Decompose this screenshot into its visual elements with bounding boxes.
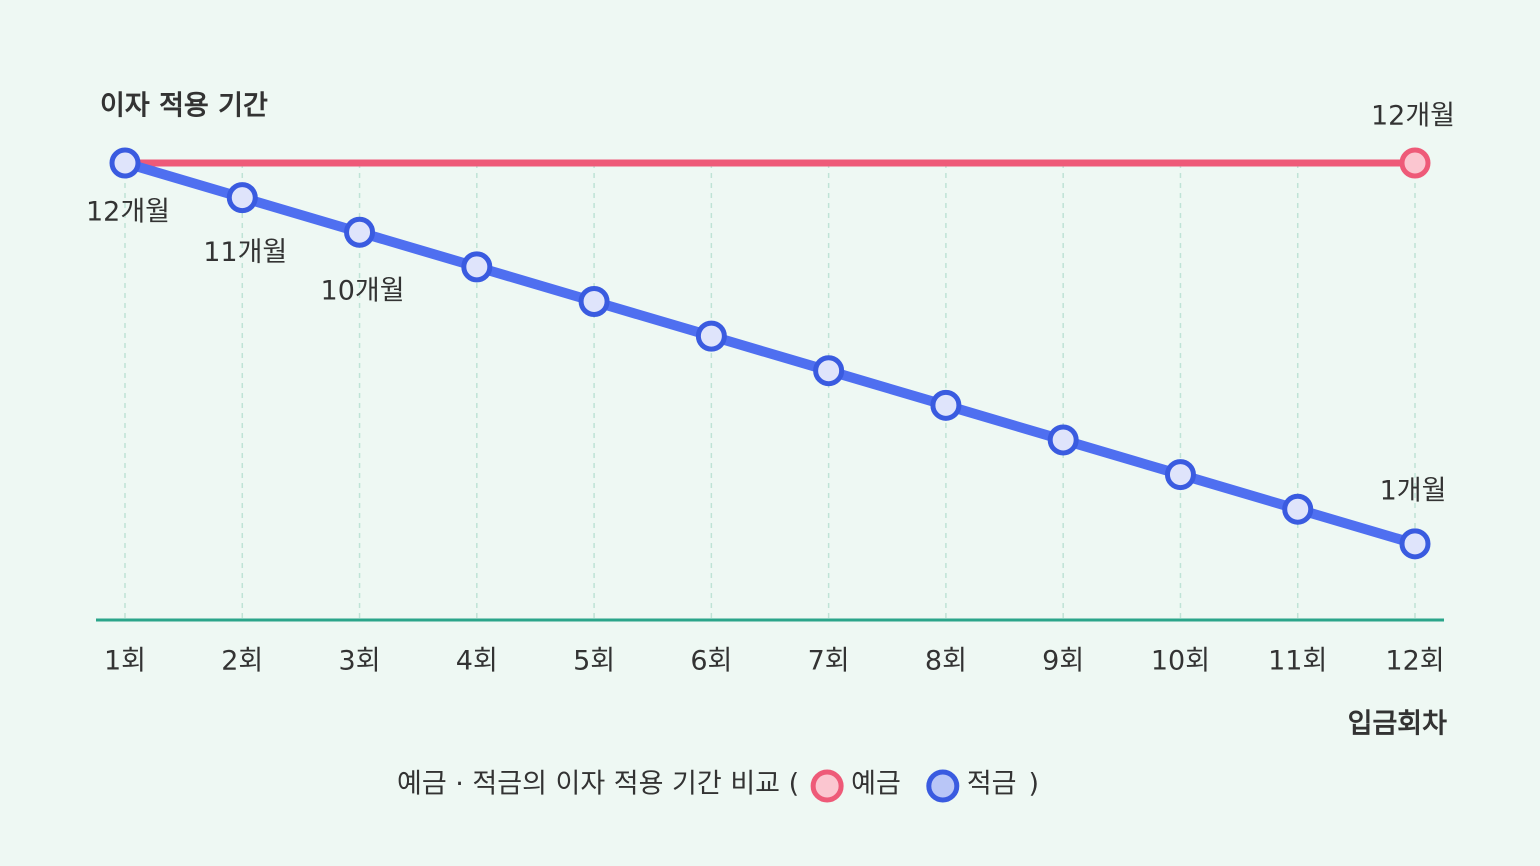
caption-end: ) xyxy=(1029,769,1040,800)
x-tick-label: 11회 xyxy=(1268,646,1327,677)
point-marker xyxy=(1282,493,1314,525)
legend-label: 적금 xyxy=(967,769,1017,800)
x-tick-label: 5회 xyxy=(573,646,615,677)
x-tick-label: 3회 xyxy=(339,646,381,677)
point-marker xyxy=(695,320,727,352)
point-marker xyxy=(226,182,258,214)
point-marker xyxy=(109,147,141,179)
series-line xyxy=(123,158,1417,549)
data-label: 12개월 xyxy=(1371,101,1455,132)
point-marker xyxy=(930,389,962,421)
x-tick-label: 4회 xyxy=(456,646,498,677)
legend: 예금 · 적금의 이자 적용 기간 비교 ( 예금 적금) xyxy=(397,769,1040,803)
point-marker xyxy=(1164,459,1196,491)
x-tick-label: 9회 xyxy=(1042,646,1084,677)
x-tick-label: 1회 xyxy=(104,646,146,677)
x-tick-label: 12회 xyxy=(1385,646,1444,677)
x-tick-label: 8회 xyxy=(925,646,967,677)
data-label: 10개월 xyxy=(321,276,405,307)
data-label: 12개월 xyxy=(86,197,170,228)
point-marker xyxy=(1047,424,1079,456)
point-marker xyxy=(578,285,610,317)
legend-marker xyxy=(810,769,844,803)
point-marker xyxy=(1399,147,1431,179)
legend-marker xyxy=(926,769,960,803)
x-tick-label: 6회 xyxy=(690,646,732,677)
y-axis-label: 이자 적용 기간 xyxy=(100,91,268,122)
data-label: 1개월 xyxy=(1380,475,1447,506)
point-marker xyxy=(461,251,493,283)
x-axis-label: 입금회차 xyxy=(1348,709,1448,740)
point-marker xyxy=(813,355,845,387)
legend-label: 예금 xyxy=(851,769,901,800)
data-label: 11개월 xyxy=(203,237,287,268)
point-marker xyxy=(1399,528,1431,560)
x-tick-label: 10회 xyxy=(1151,646,1210,677)
caption: 예금 · 적금의 이자 적용 기간 비교 ( xyxy=(397,769,799,800)
point-marker xyxy=(344,216,376,248)
x-tick-label: 7회 xyxy=(808,646,850,677)
x-tick-label: 2회 xyxy=(221,646,263,677)
